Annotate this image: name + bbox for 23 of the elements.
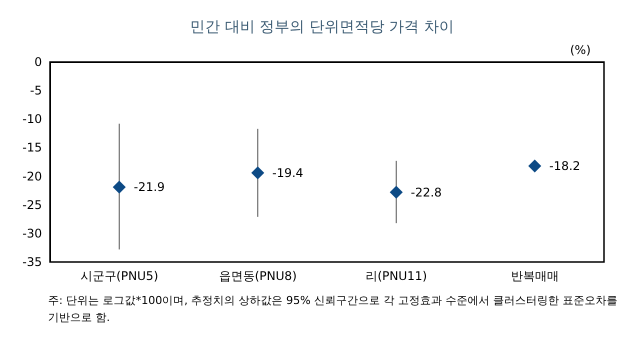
point (112, 180, 126, 194)
data-label: -19.4 (272, 166, 304, 180)
y-tick-label: -30 (22, 226, 42, 240)
point (528, 160, 542, 172)
y-tick-label: -10 (22, 112, 42, 126)
y-tick-label: -5 (30, 84, 42, 98)
y-tick-label: -35 (22, 255, 42, 269)
x-tick-label: 시군구(PNU5) (80, 269, 158, 283)
y-tick-label: -25 (22, 198, 42, 212)
y-tick-label: -15 (22, 140, 42, 155)
y-tick-label: 0 (34, 55, 42, 69)
x-tick-label: 반복매매 (510, 269, 559, 283)
y-tick-label: -20 (22, 169, 42, 184)
point (251, 166, 264, 180)
data-label: -22.8 (410, 185, 442, 200)
data-label: -18.2 (549, 159, 580, 173)
y-axis-title: (%) (570, 43, 591, 57)
x-tick-label: 읍면동(PNU8) (218, 269, 297, 283)
chart-title: 민간 대비 정부의 단위면적당 가격 차이 (190, 18, 454, 36)
data-label: -21.9 (134, 180, 165, 194)
x-tick-label: 리(PNU11) (365, 269, 428, 283)
text: 주: 단위는 로그값*100이며, 추정치의 상하값은 95% 신뢰구간으로 각 고정효과 수준에서 클러스터링한 표준오차를 기반으로 함. (48, 294, 622, 324)
point (390, 186, 403, 199)
